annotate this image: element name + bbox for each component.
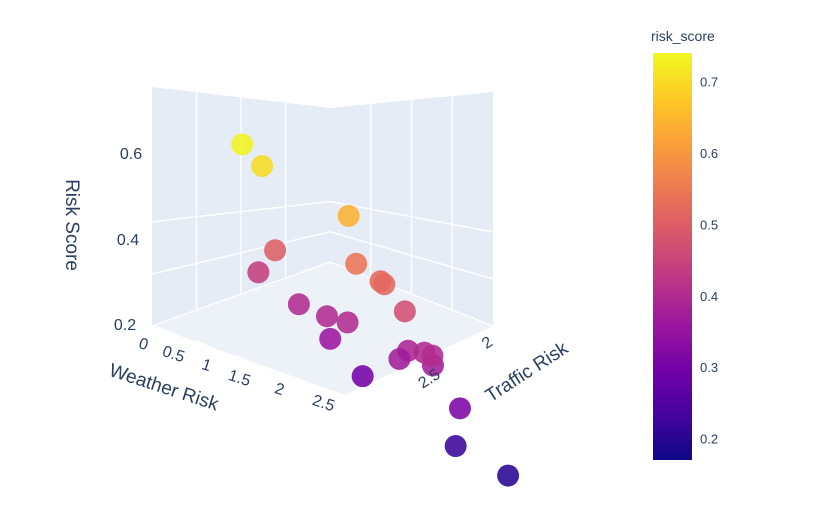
data-point	[336, 311, 359, 334]
gridlines	[113, 92, 588, 508]
colorbar-ticks: 0.2 0.3 0.4 0.5 0.6 0.7	[700, 75, 718, 447]
data-point	[351, 365, 374, 388]
z-tick-label: 0.2	[114, 317, 136, 334]
colorbar-title: risk_score	[651, 28, 715, 44]
data-point	[251, 155, 274, 178]
data-point	[264, 239, 287, 262]
x-tick-label: 2.5	[310, 392, 337, 415]
colorbar-tick-label: 0.5	[700, 217, 718, 232]
colorbar-tick-label: 0.2	[700, 432, 718, 447]
data-point	[287, 293, 310, 316]
points	[231, 133, 520, 487]
data-point	[345, 252, 368, 275]
y-tick-label: 2	[479, 334, 496, 353]
x-tick-label: 2	[273, 380, 287, 399]
data-point	[247, 261, 270, 284]
z-tick-label: 0.6	[120, 146, 142, 163]
floor-gridline-x	[235, 354, 506, 478]
colorbar-tick-label: 0.3	[700, 360, 718, 375]
x-tick-label: 0	[137, 335, 151, 354]
data-point	[497, 464, 520, 487]
data-point	[448, 397, 471, 420]
data-point	[373, 273, 396, 296]
data-point	[444, 435, 467, 458]
data-point	[393, 300, 416, 323]
data-point	[319, 327, 342, 350]
colorbar-tick-label: 0.6	[700, 146, 718, 161]
data-point	[421, 344, 444, 367]
data-point	[337, 204, 360, 227]
colorbar	[653, 53, 692, 460]
data-point	[315, 305, 338, 328]
z-axis-title: Risk Score	[61, 179, 82, 271]
plot-scene[interactable]	[113, 87, 588, 508]
data-point	[231, 133, 254, 156]
x-tick-label: 1.5	[226, 367, 253, 390]
colorbar-tick-label: 0.4	[700, 289, 718, 304]
x-tick-label: 1	[200, 356, 214, 375]
z-axis-ticks: 0.2 0.4 0.6	[114, 146, 142, 334]
colorbar-tick-label: 0.7	[700, 75, 718, 90]
x-tick-label: 0.5	[160, 343, 187, 366]
floor-gridline-x	[194, 339, 466, 463]
floor-gridline-x	[113, 309, 385, 433]
z-tick-label: 0.4	[117, 232, 139, 249]
floor-gridline-x	[154, 324, 425, 448]
data-point	[388, 347, 411, 370]
